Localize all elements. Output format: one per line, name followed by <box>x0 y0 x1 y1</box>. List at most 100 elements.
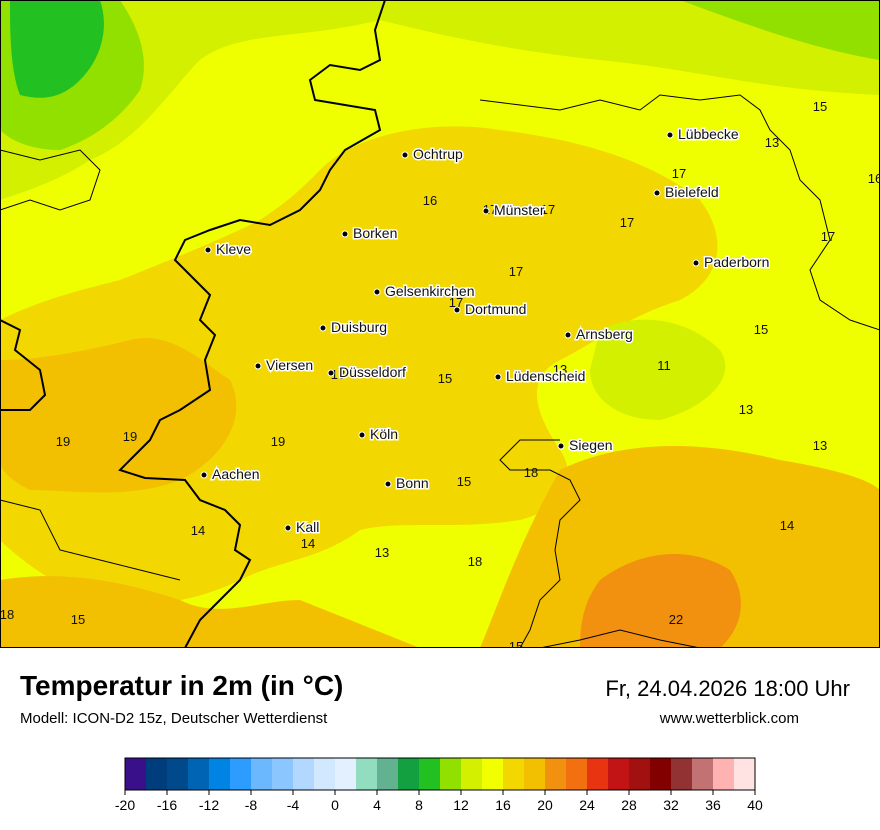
city-name: Duisburg <box>331 319 387 335</box>
legend-swatch <box>734 758 756 790</box>
temperature-label: 13 <box>375 545 389 560</box>
city-name: Kleve <box>216 241 251 257</box>
state-border <box>479 94 880 331</box>
legend-swatch <box>293 758 315 790</box>
temperature-label: 15 <box>438 371 452 386</box>
city-name: Aachen <box>212 466 259 482</box>
legend-tick-label: -20 <box>115 797 135 813</box>
city-name: Dortmund <box>465 301 526 317</box>
temperature-label: 18 <box>0 607 14 622</box>
temperature-label: 19 <box>271 434 285 449</box>
city-dot <box>319 324 327 332</box>
legend-swatch <box>398 758 420 790</box>
temp-area <box>0 338 237 493</box>
legend-tick-label: 36 <box>705 797 721 813</box>
legend-swatch <box>335 758 357 790</box>
legend-swatch <box>461 758 483 790</box>
legend-tick-label: 32 <box>663 797 679 813</box>
temperature-label: 15 <box>71 612 85 627</box>
city-name: Lüdenscheid <box>506 368 585 384</box>
legend-tick-label: -4 <box>287 797 300 813</box>
temperature-label: 17 <box>449 295 463 310</box>
city-name: Viersen <box>266 357 313 373</box>
website: www.wetterblick.com <box>659 710 799 727</box>
cities: Lübbecke Ochtrup Bielefeld Münster Borken Kle… <box>200 125 771 537</box>
city-dot <box>557 442 565 450</box>
legend-swatch <box>419 758 441 790</box>
legend-swatch <box>188 758 210 790</box>
city-dot <box>204 246 212 254</box>
temperature-label: 16 <box>868 171 880 186</box>
temperature-label: 16 <box>423 193 437 208</box>
city-dot <box>666 131 674 139</box>
legend-tick-label: 12 <box>453 797 469 813</box>
city-name: Lübbecke <box>678 126 739 142</box>
city-dot <box>384 480 392 488</box>
country-border <box>0 319 47 411</box>
temp-area <box>0 576 420 648</box>
city-dot <box>653 189 661 197</box>
city-name: Kall <box>296 519 319 535</box>
temperature-label: 17 <box>509 264 523 279</box>
country-border <box>118 0 386 648</box>
legend-swatch <box>524 758 546 790</box>
legend-swatch <box>272 758 294 790</box>
city-name: Bonn <box>396 475 429 491</box>
borders <box>0 0 880 648</box>
city-name: Arnsberg <box>576 326 633 342</box>
temperature-label: 17 <box>541 202 555 217</box>
city-name: Paderborn <box>704 254 769 270</box>
legend-swatch <box>671 758 693 790</box>
temperature-label: 18 <box>468 554 482 569</box>
legend-swatch <box>650 758 672 790</box>
legend-swatch <box>692 758 714 790</box>
temp-area <box>480 446 880 648</box>
temperature-label: 17 <box>821 229 835 244</box>
temperature-label: 13 <box>739 402 753 417</box>
legend-swatch <box>713 758 735 790</box>
temperature-label: 15 <box>457 474 471 489</box>
temperature-label: 13 <box>765 135 779 150</box>
temperature-label: 11 <box>657 358 671 373</box>
legend-swatch <box>209 758 231 790</box>
legend-swatch <box>566 758 588 790</box>
city-dot <box>692 259 700 267</box>
city-dot <box>327 369 335 377</box>
city-name: Bielefeld <box>665 184 719 200</box>
legend-swatch <box>377 758 399 790</box>
city-dot <box>200 471 208 479</box>
legend-swatch <box>167 758 189 790</box>
legend-tick-label: 4 <box>373 797 381 813</box>
title: Temperatur in 2m (in °C) <box>20 670 344 701</box>
temperature-label: 18 <box>331 367 345 382</box>
legend-swatch <box>356 758 378 790</box>
temperature-label: 22 <box>669 612 683 627</box>
city-dot <box>284 524 292 532</box>
legend-tick-label: 28 <box>621 797 637 813</box>
legend-tick-label: 16 <box>495 797 511 813</box>
temperature-label: 14 <box>780 518 794 533</box>
temperature-label: 13 <box>813 438 827 453</box>
temp-area <box>680 0 880 60</box>
legend-tick-label: -16 <box>157 797 177 813</box>
state-border <box>499 439 581 648</box>
legend-tick-label: 40 <box>747 797 763 813</box>
legend-tick-label: 20 <box>537 797 553 813</box>
city-dot <box>564 331 572 339</box>
state-border <box>0 149 101 211</box>
legend-tick-label: -8 <box>245 797 258 813</box>
temp-area <box>0 0 880 200</box>
legend-swatch <box>587 758 609 790</box>
temperature-label: 17 <box>672 166 686 181</box>
legend-swatch <box>125 758 147 790</box>
city-name: Düsseldorf <box>339 364 406 380</box>
city-name: Siegen <box>569 437 613 453</box>
temperature-label: 19 <box>56 434 70 449</box>
temperature-label: 15 <box>813 99 827 114</box>
city-dot <box>341 230 349 238</box>
temperature-label: 15 <box>509 639 523 648</box>
legend-swatch <box>230 758 252 790</box>
